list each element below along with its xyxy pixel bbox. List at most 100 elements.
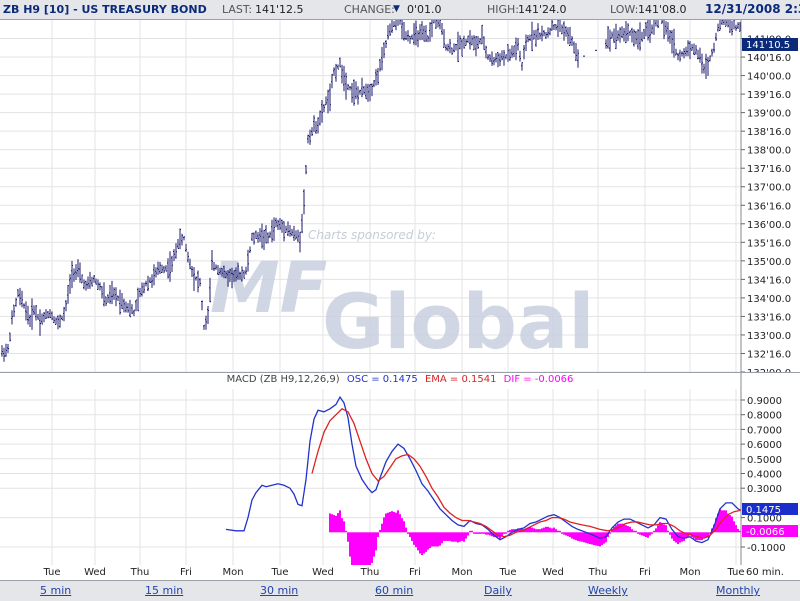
price-bar [517,38,519,51]
price-bar [543,30,545,37]
macd-legend-label: MACD (ZB H9,12,26,9) [226,374,340,385]
price-bar [709,55,711,62]
macd-histogram-bar [377,532,379,538]
interval-link-60min[interactable]: 60 min [375,584,414,597]
dif-badge-value: -0.0066 [746,527,785,538]
macd-histogram-bar [509,529,511,533]
price-bar [399,15,401,25]
price-bar [341,64,343,84]
macd-histogram-bar [333,515,335,533]
macd-histogram-bar [411,532,413,541]
interval-link-15min[interactable]: 15 min [145,584,184,597]
price-bar [535,29,537,47]
price-bar [153,264,155,286]
interval-link-monthly[interactable]: Monthly [716,584,761,597]
price-bar [505,54,507,60]
macd-histogram-bar [629,526,631,533]
price-bar [661,17,663,24]
price-bar [369,83,371,102]
price-bar [651,24,653,35]
price-bar [611,31,613,39]
macd-histogram-bar [657,525,659,533]
price-bar [23,303,25,309]
macd-histogram-bar [503,532,505,534]
price-bar [403,22,405,41]
macd-histogram-bar [587,532,589,544]
price-bar [113,287,115,300]
interval-link-daily[interactable]: Daily [484,584,512,597]
price-bar [271,219,273,243]
price-bar [701,53,703,74]
macd-histogram-bar [419,532,421,554]
macd-histogram-bar [453,532,455,542]
time-tick-label: Mon [679,567,700,578]
price-bar [351,83,353,103]
interval-link-30min[interactable]: 30 min [260,584,299,597]
price-bar [337,64,339,70]
price-bar [577,49,579,68]
price-bar [293,225,295,242]
price-bar [273,217,275,241]
price-bar [475,36,477,57]
price-bar [45,309,47,319]
price-bar [239,271,241,280]
price-bar [349,86,351,91]
price-bar [139,288,141,298]
price-bar [221,267,223,277]
price-bar [195,276,197,281]
interval-link-weekly[interactable]: Weekly [588,584,628,597]
price-bar [111,280,113,305]
price-bar [383,42,385,59]
price-bar [257,232,259,243]
macd-histogram-bar [623,523,625,533]
price-bar [493,56,495,66]
price-bar [477,36,479,50]
price-bar [725,16,727,27]
macd-histogram-bar [413,532,415,545]
down-arrow-icon: ▼ [393,4,400,14]
macd-ytick-label: 0.4000 [747,470,782,481]
price-bar [91,276,93,287]
macd-histogram-bar [589,532,591,545]
price-bar [511,45,513,58]
macd-histogram-bar [677,532,679,545]
macd-histogram-bar [485,532,487,535]
price-bar [391,16,393,34]
interval-link-5min[interactable]: 5 min [40,584,72,597]
price-bar [421,21,423,41]
macd-histogram-bar [651,532,653,534]
price-bar [295,230,297,240]
price-bar [17,289,19,298]
price-bar [375,69,377,86]
macd-histogram-bar [465,532,467,539]
macd-histogram-bar [341,518,343,533]
macd-histogram-bar [601,532,603,546]
macd-histogram-bar [725,510,727,533]
macd-histogram-bar [389,511,391,533]
price-bar [647,17,649,41]
price-chart-panel: Charts sponsored by: MF Global 141'00.01… [0,6,800,379]
macd-histogram-bar [619,523,621,533]
macd-histogram-bar [329,513,331,533]
last-price-label: 141'10.5 [746,40,790,51]
price-bar [345,72,347,100]
price-bar [689,40,691,60]
macd-histogram-bar [527,527,529,533]
price-bar [635,30,637,45]
high-value: 141'24.0 [518,3,567,16]
price-bar [519,50,521,62]
price-bar [463,35,465,49]
price-bar [405,31,407,40]
price-bar [29,314,31,328]
price-bar [339,57,341,68]
price-bar [645,22,647,37]
price-bar [711,48,713,57]
price-bar [1,345,3,357]
price-bar [225,270,227,279]
macd-ytick-label: 0.8000 [747,411,782,422]
price-bar [569,26,571,47]
macd-panel: 0.9000 0.8000 0.7000 0.6000 0.5000 0.4000 0.30… [0,372,800,592]
price-bar [531,21,533,52]
macd-histogram-bar [353,532,355,583]
price-bar [193,267,195,292]
